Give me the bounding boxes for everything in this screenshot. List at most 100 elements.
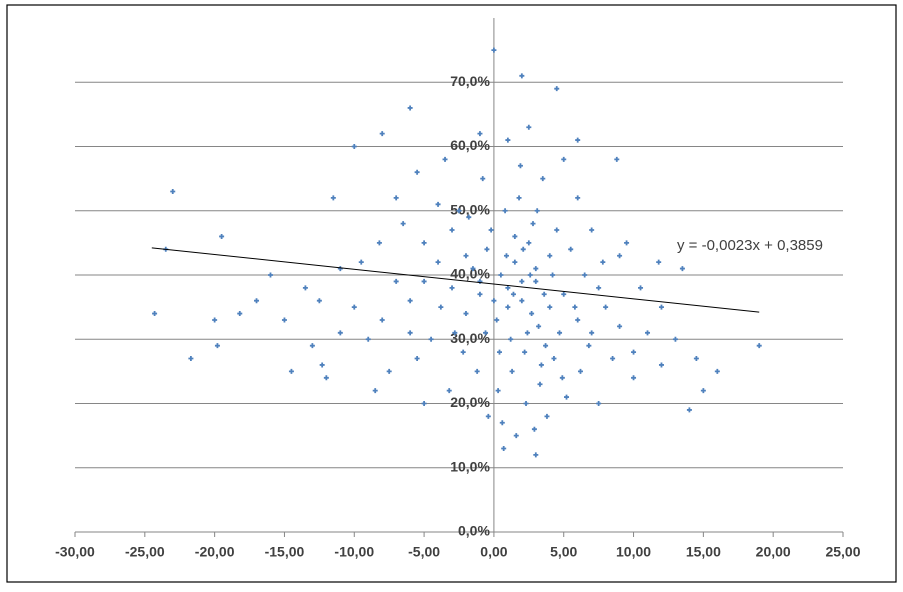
point [470, 266, 476, 272]
point [531, 426, 537, 432]
point [512, 233, 518, 239]
point [170, 188, 176, 194]
point [714, 368, 720, 374]
point [554, 227, 560, 233]
point [281, 317, 287, 323]
x-tick-label: 20,00 [756, 544, 791, 560]
point [485, 413, 491, 419]
point [372, 388, 378, 394]
point [505, 137, 511, 143]
point [407, 105, 413, 111]
y-tick-label: 10,0% [450, 458, 490, 474]
y-tick-label: 60,0% [450, 137, 490, 153]
point [414, 169, 420, 175]
point [519, 73, 525, 79]
point [645, 330, 651, 336]
point [463, 311, 469, 317]
point [575, 137, 581, 143]
point [449, 285, 455, 291]
point [421, 401, 427, 406]
point [522, 349, 528, 355]
point [337, 330, 343, 336]
point [693, 356, 699, 362]
point [267, 272, 273, 278]
point [568, 246, 574, 252]
point [446, 388, 452, 394]
x-tick-label: -5,00 [408, 544, 440, 560]
point [519, 298, 525, 304]
point [212, 317, 218, 323]
point [600, 259, 606, 265]
point [519, 278, 525, 284]
point [330, 195, 336, 201]
point [365, 336, 371, 342]
point [188, 356, 194, 362]
point [617, 323, 623, 329]
point [460, 349, 466, 355]
point [442, 156, 448, 162]
point [337, 266, 343, 272]
y-tick-label: 40,0% [450, 266, 490, 282]
point [589, 330, 595, 336]
point [547, 304, 553, 310]
point [550, 272, 556, 278]
point [520, 246, 526, 252]
point [544, 413, 550, 419]
point [679, 266, 685, 272]
point [496, 349, 502, 355]
point [505, 285, 511, 291]
y-tick-label: 20,0% [450, 394, 490, 410]
point [484, 246, 490, 252]
point [449, 227, 455, 233]
point [463, 253, 469, 259]
point [517, 163, 523, 169]
point [631, 349, 637, 355]
point [288, 368, 294, 374]
x-tick-label: -10,00 [334, 544, 374, 560]
point [512, 259, 518, 265]
point [534, 208, 540, 214]
point [540, 176, 546, 182]
point [700, 388, 706, 394]
point [537, 381, 543, 387]
point [538, 362, 544, 368]
point [421, 278, 427, 284]
point [435, 259, 441, 265]
point [379, 317, 385, 323]
x-tick-label: -30,00 [55, 544, 95, 560]
trendline [151, 247, 760, 313]
point [302, 285, 308, 291]
point [530, 221, 536, 227]
point [559, 375, 565, 381]
point [510, 291, 516, 297]
point [526, 124, 532, 130]
x-tick-label: 15,00 [686, 544, 721, 560]
point [491, 298, 497, 304]
point [477, 131, 483, 137]
point [438, 304, 444, 310]
point [631, 375, 637, 381]
point [610, 356, 616, 362]
point [586, 343, 592, 349]
point [557, 330, 563, 336]
x-tick-label: 5,00 [550, 544, 577, 560]
point [582, 272, 588, 278]
point [309, 343, 315, 349]
point [452, 330, 458, 336]
point [614, 156, 620, 162]
chart-border [6, 4, 897, 583]
point [477, 291, 483, 297]
point [596, 401, 602, 406]
point [524, 330, 530, 336]
point [503, 253, 509, 259]
point [323, 375, 329, 381]
y-tick-label: 50,0% [450, 201, 490, 217]
point [589, 227, 595, 233]
point [575, 317, 581, 323]
point [393, 195, 399, 201]
point [561, 156, 567, 162]
y-tick-label: 0,0% [458, 523, 490, 539]
point [152, 311, 158, 317]
point [686, 407, 692, 413]
